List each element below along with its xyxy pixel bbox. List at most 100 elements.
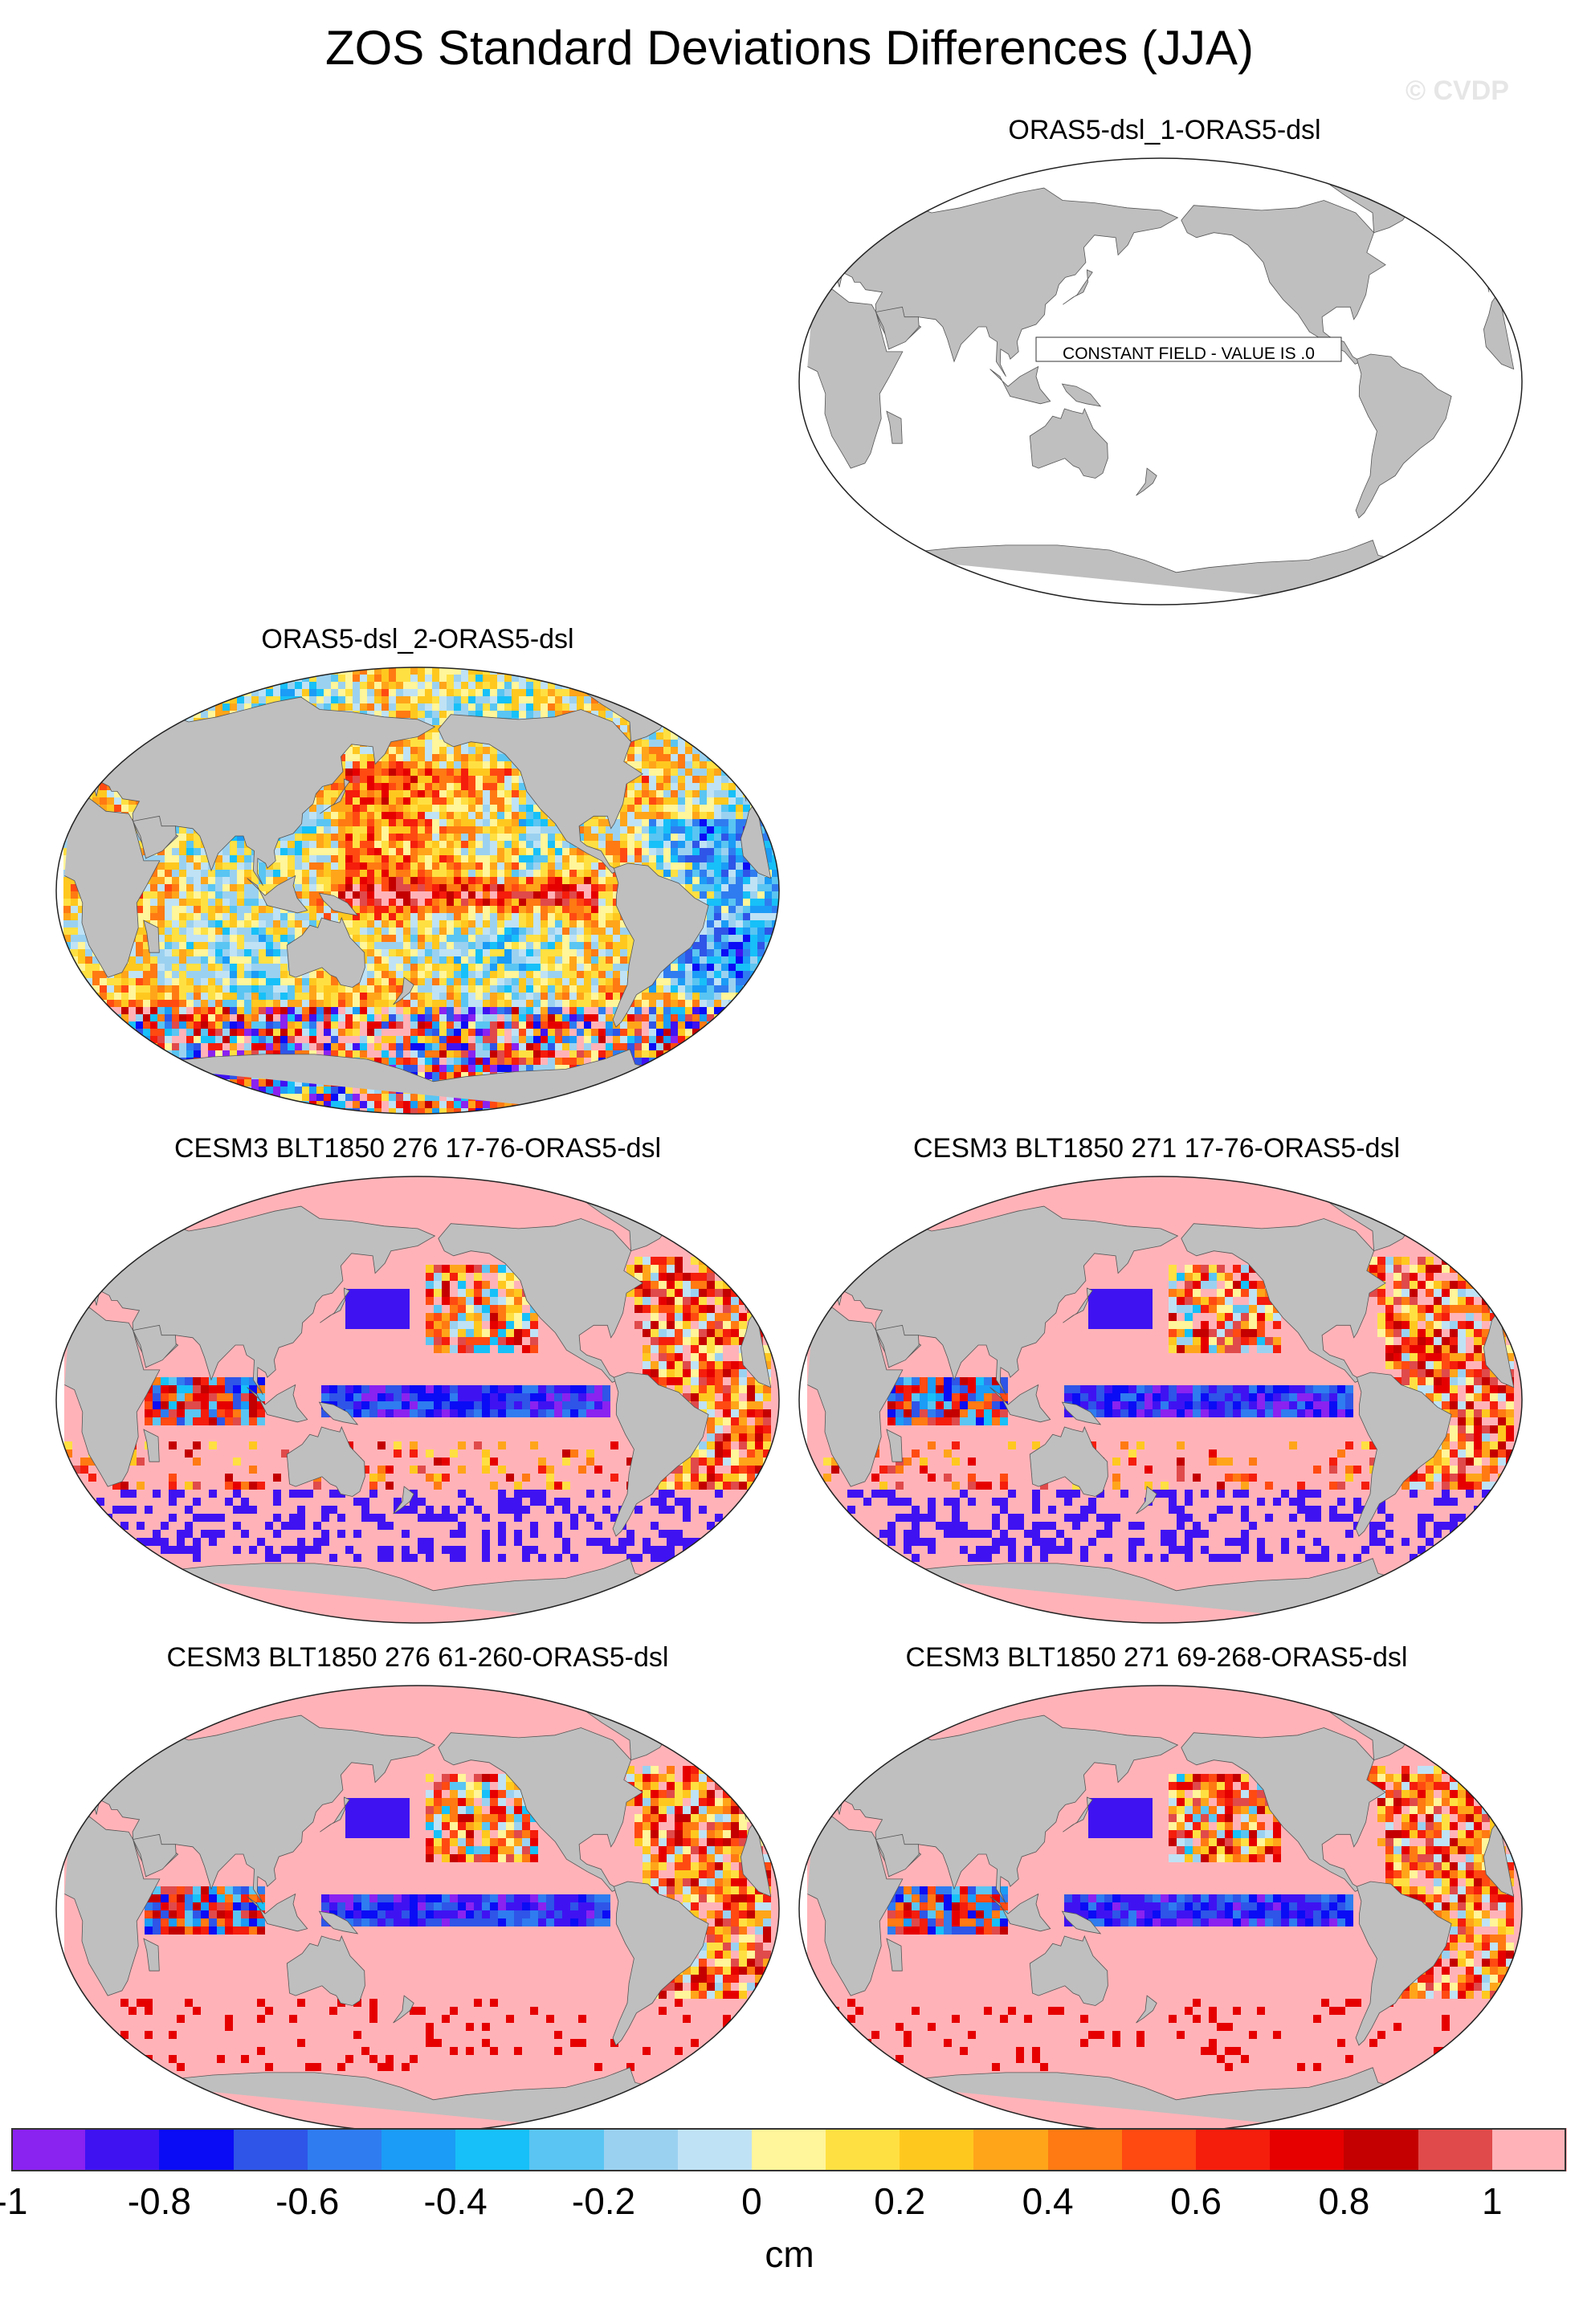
colorbar-tick-label: -0.2 [548, 2179, 660, 2223]
land-newGuinea [318, 892, 359, 916]
land-australia [1029, 1425, 1108, 1497]
colorbar-swatch [1270, 2128, 1345, 2171]
land-newGuinea [1061, 383, 1102, 407]
land-madagascar [143, 919, 160, 953]
land-japan [320, 1287, 350, 1323]
colorbar-tick-label: -1 [0, 2179, 67, 2223]
land-madagascar [886, 1938, 903, 1971]
colorbar-tick-label: -0.6 [251, 2179, 364, 2223]
land-uk [731, 1764, 745, 1776]
land-japan [1063, 269, 1093, 305]
colorbar-tick-label: 0.8 [1287, 2179, 1400, 2223]
land-indonesia [989, 1893, 1051, 1932]
land-southAmerica [612, 862, 709, 1028]
land-newZealand [393, 1486, 414, 1515]
colorbar-swatch [1418, 2128, 1493, 2171]
land-northAmerica [438, 1727, 643, 1892]
land-arabia [133, 1833, 177, 1878]
map-panel-oras5-dsl1: CONSTANT FIELD - VALUE IS .0 [798, 157, 1523, 605]
land-arabia [875, 1833, 920, 1878]
colorbar-swatch [826, 2128, 900, 2171]
panel-title-oras5-dsl2: ORAS5-dsl_2-ORAS5-dsl [56, 623, 779, 655]
land-newGuinea [1061, 1910, 1102, 1935]
constant-field-note: CONSTANT FIELD - VALUE IS .0 [1063, 345, 1315, 363]
map-panel-oras5-dsl2 [55, 667, 780, 1115]
colorbar-tick-label: 0.6 [1140, 2179, 1252, 2223]
map-panel-cesm3-276-61-260 [55, 1685, 780, 2133]
land-newZealand [1136, 1995, 1157, 2024]
land-northAmerica [438, 1218, 643, 1383]
land-uk [1474, 1255, 1487, 1266]
land-southAmerica [612, 1372, 709, 1537]
panel-title-cesm3-276-61-260: CESM3 BLT1850 276 61-260-ORAS5-dsl [56, 1641, 779, 1674]
colorbar-swatch [11, 2128, 86, 2171]
land-madagascar [886, 410, 903, 444]
land-arabia [133, 815, 177, 859]
land-arabia [875, 306, 920, 350]
land-australia [286, 1425, 365, 1497]
land-japan [1063, 1287, 1093, 1323]
colorbar-swatch [603, 2128, 679, 2171]
colorbar-swatch [529, 2128, 605, 2171]
map-panel-cesm3-271-69-268 [798, 1685, 1523, 2133]
colorbar-swatch [1196, 2128, 1271, 2171]
land-southAmerica [1355, 1372, 1452, 1537]
land-indonesia [989, 1384, 1051, 1423]
land-indonesia [247, 875, 308, 914]
land-southAmerica [1355, 1881, 1452, 2046]
land-indonesia [989, 365, 1051, 405]
colorbar-swatch [1047, 2128, 1123, 2171]
land-madagascar [143, 1429, 160, 1462]
land-indonesia [247, 1384, 308, 1423]
colorbar-swatch [1121, 2128, 1197, 2171]
map-panel-cesm3-271-17-76 [798, 1176, 1523, 1624]
land-uk [1474, 237, 1487, 248]
colorbar-swatch [307, 2128, 382, 2171]
land-newZealand [1136, 467, 1157, 496]
colorbar-swatch [751, 2128, 826, 2171]
land-uk [731, 746, 745, 757]
colorbar-swatch [85, 2128, 160, 2171]
land-newZealand [393, 1995, 414, 2024]
panel-title-oras5-dsl1: ORAS5-dsl_1-ORAS5-dsl [803, 114, 1526, 146]
land-newGuinea [318, 1910, 359, 1935]
panel-title-cesm3-271-17-76: CESM3 BLT1850 271 17-76-ORAS5-dsl [795, 1132, 1518, 1164]
colorbar-swatch [159, 2128, 235, 2171]
colorbar-tick-label: 0.4 [992, 2179, 1104, 2223]
land-uk [1474, 1764, 1487, 1776]
colorbar-tick-label: 0.2 [843, 2179, 956, 2223]
land-newZealand [393, 976, 414, 1005]
map-panel-cesm3-276-17-76 [55, 1176, 780, 1624]
land-indonesia [247, 1893, 308, 1932]
colorbar-tick-label: 0 [696, 2179, 808, 2223]
land-madagascar [143, 1938, 160, 1971]
land-arabia [133, 1324, 177, 1368]
colorbar-swatch [233, 2128, 308, 2171]
cvdp-watermark: © CVDP [1406, 75, 1509, 107]
land-australia [286, 916, 365, 988]
land-uk [731, 1255, 745, 1266]
colorbar-swatch [900, 2128, 975, 2171]
colorbar-units: cm [0, 2232, 1579, 2276]
panel-title-cesm3-271-69-268: CESM3 BLT1850 271 69-268-ORAS5-dsl [795, 1641, 1518, 1674]
land-japan [1063, 1796, 1093, 1833]
colorbar-tick-label: -0.4 [399, 2179, 512, 2223]
colorbar-swatch [1491, 2128, 1567, 2171]
land-southAmerica [1355, 353, 1452, 519]
colorbar-tick-label: 1 [1436, 2179, 1548, 2223]
panel-title-cesm3-276-17-76: CESM3 BLT1850 276 17-76-ORAS5-dsl [56, 1132, 779, 1164]
colorbar-swatch [973, 2128, 1049, 2171]
colorbar-swatch [677, 2128, 753, 2171]
land-newZealand [1136, 1486, 1157, 1515]
colorbar [11, 2128, 1567, 2171]
land-australia [1029, 407, 1108, 479]
colorbar-swatch [1344, 2128, 1419, 2171]
land-madagascar [886, 1429, 903, 1462]
land-arabia [875, 1324, 920, 1368]
land-northAmerica [1181, 200, 1386, 365]
land-northAmerica [1181, 1218, 1386, 1383]
land-southAmerica [612, 1881, 709, 2046]
land-northAmerica [438, 709, 643, 874]
land-japan [320, 1796, 350, 1833]
land-australia [286, 1935, 365, 2006]
